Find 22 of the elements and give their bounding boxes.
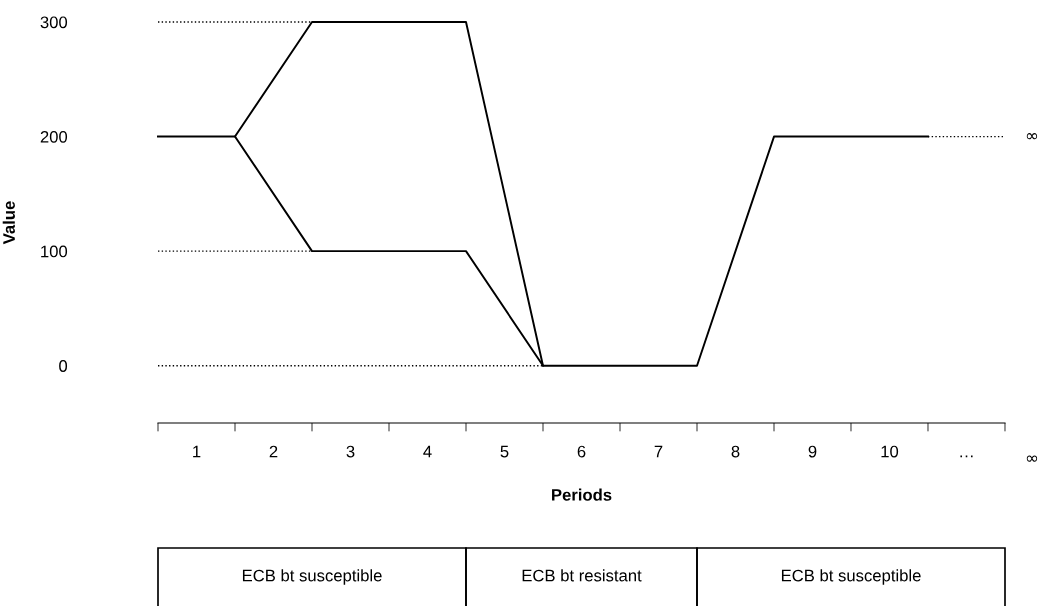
x-axis-title: Periods xyxy=(552,488,612,501)
y-tick-label: 300 xyxy=(40,16,68,29)
text: ECB bt susceptible xyxy=(781,569,921,585)
y-tick-label: 200 xyxy=(40,130,68,143)
y-tick-label: 0 xyxy=(59,360,68,372)
x-tick-label: … xyxy=(960,455,973,458)
text: ∞ xyxy=(1026,133,1038,140)
text: ∞ xyxy=(1026,455,1038,462)
x-tick-label: 4 xyxy=(423,445,432,458)
x-tick-label: 1 xyxy=(193,445,201,458)
x-tick-label: 9 xyxy=(808,445,817,458)
text: ECB bt susceptible xyxy=(242,569,382,585)
text: ECB bt resistant xyxy=(522,569,642,582)
y-tick-label: 100 xyxy=(41,245,68,258)
x-tick-label: 7 xyxy=(654,445,663,458)
x-tick-label: 2 xyxy=(269,445,278,458)
x-tick-label: 5 xyxy=(500,445,509,458)
x-tick-label: 3 xyxy=(346,445,355,458)
x-tick-label: 6 xyxy=(577,445,586,458)
y-axis-title: Value xyxy=(2,201,15,245)
x-tick-label: 10 xyxy=(881,445,899,458)
x-tick-label: 8 xyxy=(731,445,740,458)
